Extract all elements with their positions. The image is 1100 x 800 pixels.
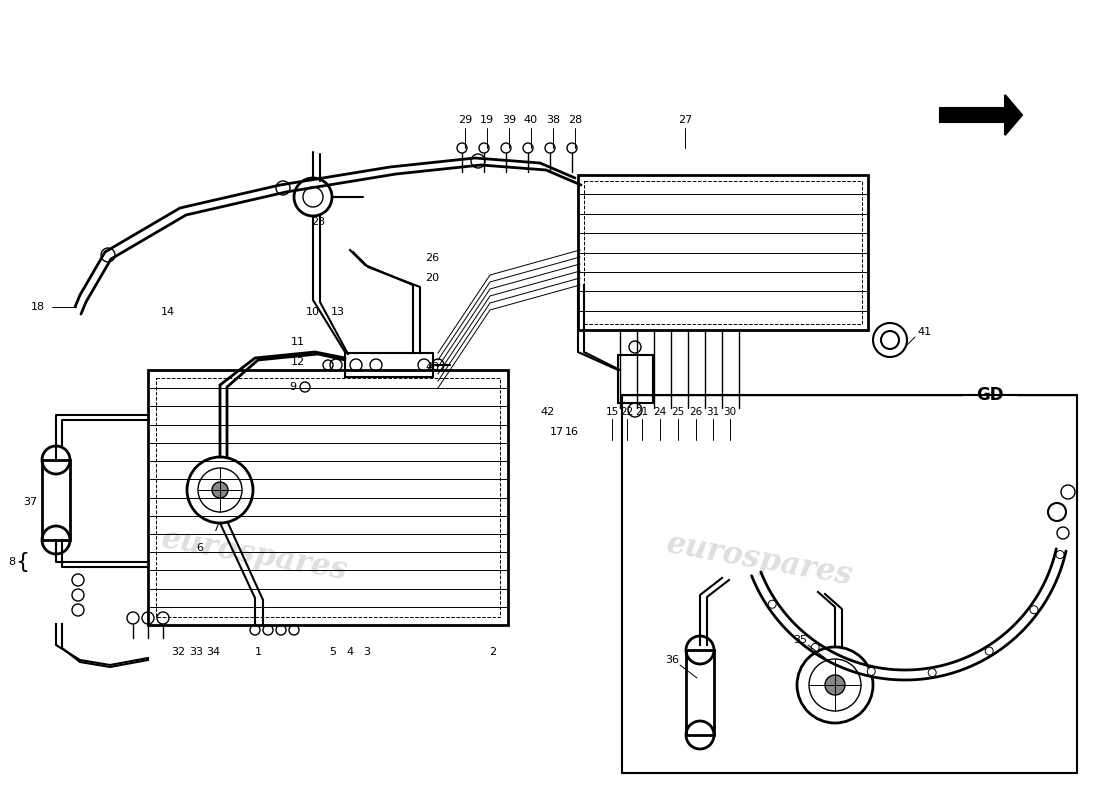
Text: 10: 10 [306,307,320,317]
Text: 18: 18 [31,302,45,312]
Text: 21: 21 [636,407,649,417]
Text: 2: 2 [490,647,496,657]
Circle shape [1030,606,1038,614]
Text: 31: 31 [706,407,719,417]
Text: 9: 9 [289,382,297,392]
Text: 23: 23 [311,217,326,227]
Circle shape [212,482,228,498]
Text: 38: 38 [546,115,560,125]
Circle shape [825,675,845,695]
Text: 42: 42 [541,407,556,417]
Text: 26: 26 [690,407,703,417]
Text: 11: 11 [292,337,305,347]
Bar [618,355,653,403]
Bar [156,378,501,617]
Text: 7: 7 [212,523,220,533]
Circle shape [928,669,936,677]
Bar [148,370,508,625]
Text: 29: 29 [458,115,472,125]
Text: 6: 6 [197,543,204,553]
Bar [584,181,862,324]
Text: 26: 26 [425,253,439,263]
Bar [42,460,70,540]
Circle shape [986,647,993,655]
Text: 19: 19 [480,115,494,125]
Circle shape [867,667,876,675]
Text: 34: 34 [206,647,220,657]
Text: 33: 33 [189,647,204,657]
Text: 27: 27 [678,115,692,125]
Text: {: { [15,552,29,572]
Text: 30: 30 [724,407,737,417]
Text: 14: 14 [161,307,175,317]
Text: 36: 36 [666,655,679,665]
Text: 16: 16 [565,427,579,437]
Text: 13: 13 [331,307,345,317]
Text: 32: 32 [170,647,185,657]
Circle shape [768,600,777,608]
Text: 41: 41 [917,327,932,337]
Text: 43: 43 [426,362,440,372]
Text: 24: 24 [653,407,667,417]
Text: 3: 3 [363,647,371,657]
Text: 12: 12 [290,357,305,367]
Bar [345,353,433,377]
Text: 5: 5 [330,647,337,657]
Circle shape [1056,550,1064,558]
Text: 1: 1 [254,647,262,657]
Text: 20: 20 [425,273,439,283]
Circle shape [811,643,819,651]
Text: 25: 25 [671,407,684,417]
Bar [578,175,868,330]
Text: 40: 40 [524,115,538,125]
Text: GD: GD [977,386,1003,404]
Text: eurospares: eurospares [160,523,351,586]
Text: 4: 4 [346,647,353,657]
Text: 37: 37 [23,497,37,507]
Text: eurospares: eurospares [664,528,856,592]
Text: 28: 28 [568,115,582,125]
Bar [621,395,1077,773]
Text: 35: 35 [793,635,807,645]
Text: 17: 17 [550,427,564,437]
Text: 15: 15 [605,407,618,417]
Text: 22: 22 [620,407,634,417]
Text: 8: 8 [9,557,15,567]
Bar [686,650,714,735]
Polygon shape [940,95,1022,135]
Text: 39: 39 [502,115,516,125]
